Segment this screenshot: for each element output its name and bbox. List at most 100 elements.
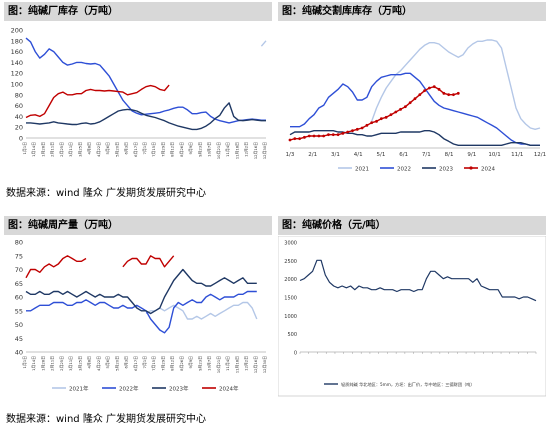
chart-title: 纯碱价格（元/吨） bbox=[302, 220, 386, 231]
y-tick-label: 80 bbox=[15, 91, 23, 99]
x-tick-label: 12月2日 bbox=[244, 142, 249, 157]
series-line bbox=[26, 290, 257, 334]
title-label: 图： bbox=[8, 6, 28, 17]
x-tick-label: 5月6日 bbox=[105, 356, 110, 369]
x-tick-label: 1月1日 bbox=[22, 356, 27, 369]
x-tick-label: 8月12日 bbox=[170, 356, 175, 371]
data-point bbox=[365, 123, 369, 127]
x-tick-label: 3/1 bbox=[331, 152, 340, 158]
y-tick-label: 60 bbox=[15, 294, 23, 302]
data-point bbox=[312, 134, 316, 138]
data-point bbox=[293, 137, 297, 141]
x-tick-label: 1月14日 bbox=[31, 142, 36, 157]
x-tick-label: 11/1 bbox=[511, 152, 523, 158]
x-tick-label: 12月16日 bbox=[253, 356, 258, 373]
y-tick-label: 2000 bbox=[284, 277, 297, 283]
data-point bbox=[394, 110, 398, 114]
panel-title-bar: 图：纯碱厂库存（万吨） bbox=[4, 2, 272, 21]
y-tick-label: 180 bbox=[11, 37, 23, 45]
series-line bbox=[371, 39, 541, 130]
panel-delivery-inventory: 图：纯碱交割库库存（万吨） 1/3 2/1 3/1 4/1 5/1 6/1 7/1 8/1 9/… bbox=[278, 2, 546, 172]
legend-label: 2024年 bbox=[219, 384, 239, 392]
x-tick-label: 7/1 bbox=[422, 152, 431, 158]
x-tick-label: 7月1日 bbox=[142, 142, 147, 155]
x-tick-label: 3月11日 bbox=[68, 142, 73, 157]
y-tick-label: 3000 bbox=[284, 241, 297, 247]
data-point bbox=[408, 101, 412, 105]
data-point bbox=[437, 87, 441, 91]
legend-label: 2023年 bbox=[169, 384, 189, 392]
x-tick-label: 2月25日 bbox=[59, 356, 64, 371]
x-tick-label: 9月9日 bbox=[188, 142, 193, 155]
data-point bbox=[389, 113, 393, 117]
y-tick-label: 65 bbox=[15, 280, 23, 288]
data-point bbox=[336, 133, 340, 137]
x-tick-label: 7月1日 bbox=[142, 356, 147, 369]
y-tick-label: 60 bbox=[15, 102, 23, 110]
x-tick-label: 7月29日 bbox=[160, 142, 165, 157]
data-point bbox=[375, 119, 378, 123]
x-tick-label: 9月9日 bbox=[188, 356, 193, 369]
y-tick-label: 200 bbox=[11, 27, 23, 35]
data-point bbox=[298, 137, 302, 141]
chart-title: 纯碱厂库存（万吨） bbox=[28, 6, 118, 17]
x-tick-label: 1月28日 bbox=[40, 356, 45, 371]
x-tick-label: 8月12日 bbox=[170, 142, 175, 157]
panel-factory-inventory: 图：纯碱厂库存（万吨） 0 20 40 60 80 100 120 140 160 180 200 1… bbox=[4, 2, 272, 159]
x-tick-label: 4月22日 bbox=[96, 142, 101, 157]
data-point bbox=[379, 117, 383, 121]
y-tick-label: 0 bbox=[294, 351, 297, 357]
x-tick-label: 2/1 bbox=[308, 152, 317, 158]
x-tick-label: 6月3日 bbox=[124, 142, 129, 155]
x-tick-label: 10/1 bbox=[488, 152, 500, 158]
series-line bbox=[25, 255, 175, 279]
y-tick-label: 0 bbox=[19, 135, 23, 143]
data-point bbox=[288, 138, 292, 142]
x-tick-label: 4月8日 bbox=[87, 142, 92, 155]
legend-marker bbox=[469, 166, 473, 170]
x-tick-label: 5月20日 bbox=[114, 142, 119, 157]
data-point bbox=[428, 86, 431, 90]
series-line bbox=[25, 37, 266, 124]
x-tick-label: 1/3 bbox=[286, 152, 295, 158]
data-point bbox=[341, 131, 345, 135]
y-tick-label: 80 bbox=[15, 239, 23, 247]
y-tick-label: 40 bbox=[15, 113, 23, 121]
x-tick-label: 3月25日 bbox=[77, 356, 82, 371]
y-tick-label: 20 bbox=[15, 124, 23, 132]
x-tick-label: 1月28日 bbox=[40, 142, 45, 157]
legend-label: 2023 bbox=[439, 166, 453, 172]
chart-title: 纯碱周产量（万吨） bbox=[28, 220, 118, 231]
series-line bbox=[26, 102, 266, 131]
title-label: 图： bbox=[282, 6, 302, 17]
data-point bbox=[399, 107, 402, 111]
legend-label: 2022 bbox=[397, 166, 411, 172]
x-tick-label: 11月4日 bbox=[225, 142, 230, 157]
x-tick-label: 4月22日 bbox=[96, 356, 101, 371]
x-tick-label: 1月1日 bbox=[22, 142, 27, 155]
series-line bbox=[25, 268, 257, 315]
data-point bbox=[322, 134, 326, 138]
x-tick-label: 12月30日 bbox=[262, 142, 267, 159]
x-tick-label: 3月25日 bbox=[77, 142, 82, 157]
data-point bbox=[418, 93, 422, 97]
data-point bbox=[423, 89, 427, 93]
chart-price: 0 500 1000 1500 2000 2500 3000 轻质纯碱 华北地区：5mm，方坯… bbox=[278, 236, 546, 397]
series-line bbox=[25, 84, 170, 119]
chart-border bbox=[278, 236, 546, 397]
x-tick-label: 5/1 bbox=[376, 152, 385, 158]
data-point bbox=[384, 115, 388, 119]
x-tick-label: 1月14日 bbox=[31, 356, 36, 371]
data-point bbox=[442, 91, 446, 95]
x-tick-label: 12月30日 bbox=[262, 356, 267, 373]
x-tick-label: 12月16日 bbox=[253, 142, 258, 159]
chart-factory-inventory: 0 20 40 60 80 100 120 140 160 180 200 1月1日 1月14日 1月28… bbox=[11, 27, 267, 160]
y-tick-label: 160 bbox=[11, 48, 23, 56]
legend-label: 2022年 bbox=[119, 384, 139, 392]
y-tick-label: 500 bbox=[287, 332, 297, 338]
x-tick-label: 11月18日 bbox=[234, 356, 239, 373]
x-tick-label: 8月26日 bbox=[179, 356, 184, 371]
data-point bbox=[432, 85, 436, 89]
data-point bbox=[413, 97, 417, 101]
y-tick-label: 50 bbox=[15, 321, 23, 329]
